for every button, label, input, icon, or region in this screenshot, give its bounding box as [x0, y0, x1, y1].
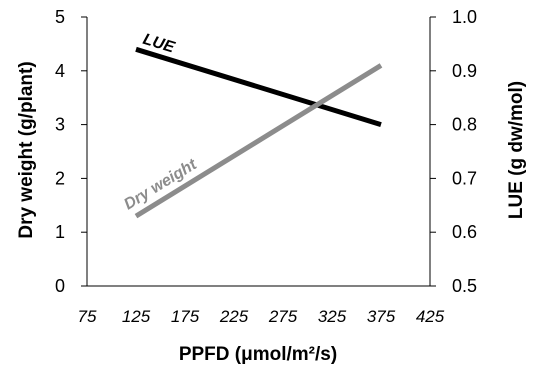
right-y-tick-label: 0.6	[452, 222, 477, 242]
series-line-dry-weight	[134, 63, 383, 219]
left-y-tick-label: 2	[55, 168, 65, 188]
x-tick-label: 275	[268, 307, 298, 326]
right-y-tick-label: 1.0	[452, 7, 477, 27]
left-y-tick-label: 0	[55, 276, 65, 296]
right-y-ticks: 0.5 0.6 0.7 0.8 0.9 1.0	[430, 7, 477, 296]
left-y-tick-label: 4	[55, 61, 65, 81]
x-ticks: 75 125 175 225 275 325 375 425	[78, 307, 445, 326]
right-y-axis-title: LUE (g dw/mol)	[506, 81, 527, 219]
x-tick-label: 425	[416, 307, 445, 326]
right-y-tick-label: 0.7	[452, 168, 477, 188]
x-axis-title: PPFD (μmol/m²/s)	[179, 344, 337, 365]
right-y-tick-label: 0.5	[452, 276, 477, 296]
left-y-tick-label: 1	[55, 222, 65, 242]
x-tick-label: 325	[318, 307, 347, 326]
series-line-lue	[135, 46, 382, 127]
left-y-ticks: 0 1 2 3 4 5	[55, 7, 87, 296]
left-y-axis-title: Dry weight (g/plant)	[16, 61, 37, 238]
x-tick-label: 75	[78, 307, 97, 326]
x-tick-label: 125	[122, 307, 151, 326]
right-y-tick-label: 0.8	[452, 115, 477, 135]
x-tick-label: 175	[171, 307, 200, 326]
x-tick-label: 225	[219, 307, 249, 326]
x-tick-label: 375	[367, 307, 396, 326]
right-y-tick-label: 0.9	[452, 61, 477, 81]
left-y-tick-label: 5	[55, 7, 65, 27]
left-y-tick-label: 3	[55, 115, 65, 135]
plot-area	[86, 17, 431, 287]
